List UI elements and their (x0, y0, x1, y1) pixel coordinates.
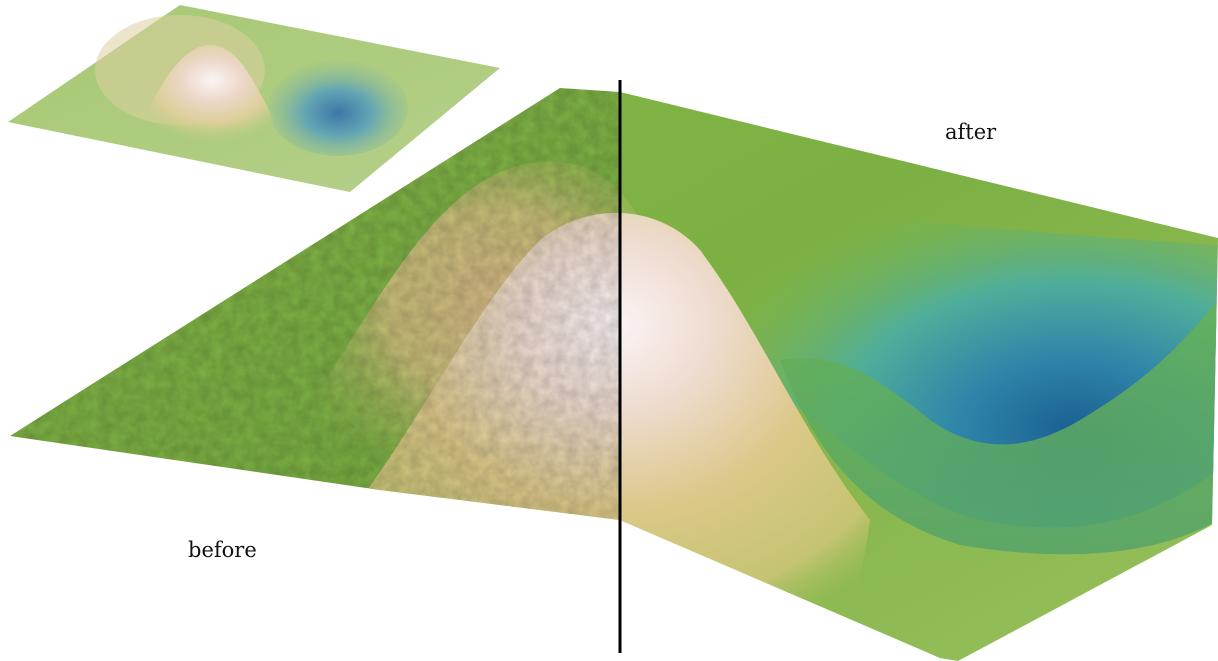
inset-valley (268, 60, 408, 156)
inset-overview (8, 5, 500, 192)
before-label: before (188, 538, 257, 562)
after-label: after (945, 120, 997, 144)
